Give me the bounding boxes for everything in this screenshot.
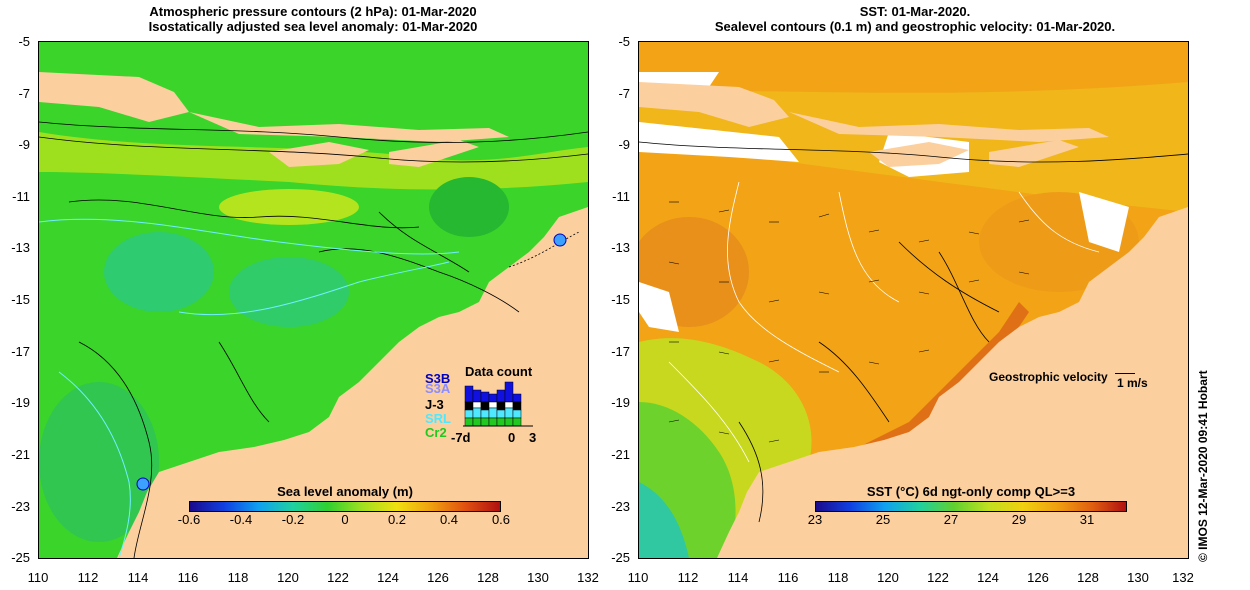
right-y-tick: -25 — [611, 550, 630, 565]
right-x-tick: 124 — [977, 570, 999, 585]
right-y-tick: -13 — [611, 240, 630, 255]
right-colorbar-title: SST (°C) 6d ngt-only comp QL>=3 — [866, 484, 1076, 499]
left-x-tick: 120 — [277, 570, 299, 585]
right-x-tick: 132 — [1172, 570, 1194, 585]
right-y-tick: -15 — [611, 292, 630, 307]
right-y-tick: -11 — [612, 189, 630, 204]
bar-stack — [464, 381, 522, 427]
left-y-tick: -5 — [18, 34, 30, 49]
right-x-tick: 122 — [927, 570, 949, 585]
data-count-label-s3b: S3B — [425, 371, 451, 386]
left-cbar-tick: -0.6 — [177, 512, 201, 527]
left-x-tick: 122 — [327, 570, 349, 585]
velocity-scale-label: 1 m/s — [1117, 376, 1148, 390]
right-colorbar: SST (°C) 6d ngt-only comp QL>=3 23 25 27… — [808, 484, 1127, 528]
right-x-tick: 114 — [727, 570, 749, 585]
left-title-line2: Isostatically adjusted sea level anomaly… — [148, 19, 478, 34]
left-y-tick: -11 — [12, 189, 30, 204]
velocity-arrows — [668, 201, 1030, 443]
left-cbar-tick: 0.2 — [387, 512, 407, 527]
right-y-tick: -17 — [611, 344, 630, 359]
right-x-tick: 116 — [777, 570, 799, 585]
left-cbar-tick: -0.2 — [281, 512, 305, 527]
velocity-legend: Geostrophic velocity — [989, 370, 1136, 384]
left-x-tick: 110 — [27, 570, 49, 585]
left-title-line1: Atmospheric pressure contours (2 hPa): 0… — [149, 4, 477, 19]
left-x-tick: 128 — [477, 570, 499, 585]
right-x-tick: 112 — [677, 570, 699, 585]
data-count-title: Data count — [465, 364, 533, 379]
left-x-tick: 132 — [577, 570, 599, 585]
right-y-tick: -7 — [618, 86, 630, 101]
left-y-tick: -15 — [11, 292, 30, 307]
data-count-label-cr2: Cr2 — [425, 425, 447, 440]
left-y-tick: -25 — [11, 550, 30, 565]
left-x-tick: 130 — [527, 570, 549, 585]
right-title: SST: 01-Mar-2020. Sealevel contours (0.1… — [640, 4, 1190, 34]
sea-level-anomaly-map: Data count S3B S3A J-3 SRL Cr2 -7d 0 3 S… — [38, 41, 589, 559]
velocity-legend-label: Geostrophic velocity — [989, 370, 1108, 384]
data-count-inset: Data count S3B S3A J-3 SRL Cr2 -7d 0 3 — [417, 360, 547, 450]
right-x-tick: 120 — [877, 570, 899, 585]
imos-credit: © IMOS 12-Mar-2020 09:41 Hobart — [1196, 370, 1210, 562]
right-cbar-tick: 25 — [875, 512, 891, 527]
sea-level-map-graphic — [39, 42, 588, 558]
left-y-tick: -23 — [11, 499, 30, 514]
right-x-tick: 110 — [627, 570, 649, 585]
data-count-axis-start: -7d — [451, 430, 471, 445]
right-y-tick: -23 — [611, 499, 630, 514]
left-y-tick: -9 — [18, 137, 30, 152]
right-y-tick: -9 — [618, 137, 630, 152]
right-cbar-tick: 29 — [1011, 512, 1027, 527]
velocity-scale-arrow-icon — [1115, 373, 1136, 375]
data-count-label-j3: J-3 — [425, 397, 444, 412]
right-cbar-tick: 27 — [943, 512, 959, 527]
left-title: Atmospheric pressure contours (2 hPa): 0… — [38, 4, 588, 34]
right-x-tick: 128 — [1077, 570, 1099, 585]
data-count-bars — [463, 381, 533, 427]
left-y-tick: -13 — [11, 240, 30, 255]
left-cbar-tick: 0.4 — [439, 512, 459, 527]
left-y-tick: -19 — [11, 395, 30, 410]
right-x-tick: 130 — [1127, 570, 1149, 585]
sst-map: Geostrophic velocity 1 m/s SST (°C) 6d n… — [638, 41, 1189, 559]
left-x-tick: 112 — [77, 570, 99, 585]
left-x-tick: 126 — [427, 570, 449, 585]
data-count-label-srl: SRL — [425, 411, 451, 426]
right-x-tick: 126 — [1027, 570, 1049, 585]
left-x-tick: 116 — [177, 570, 199, 585]
left-cbar-tick: -0.4 — [229, 512, 253, 527]
right-cbar-tick: 23 — [807, 512, 823, 527]
left-x-tick: 118 — [227, 570, 249, 585]
left-x-tick: 114 — [127, 570, 149, 585]
right-y-tick: -21 — [611, 447, 630, 462]
right-cbar-tick: 31 — [1079, 512, 1095, 527]
left-colorbar: Sea level anomaly (m) -0.6 -0.4 -0.2 0 0… — [178, 484, 510, 528]
left-cbar-tick: 0.6 — [491, 512, 511, 527]
left-colorbar-gradient — [189, 501, 501, 512]
left-cbar-tick: 0 — [341, 512, 349, 527]
data-count-axis-zero: 0 — [508, 430, 516, 445]
left-y-tick: -7 — [18, 86, 30, 101]
left-x-tick: 124 — [377, 570, 399, 585]
data-count-axis-end: 3 — [529, 430, 537, 445]
left-y-tick: -21 — [11, 447, 30, 462]
right-title-line2: Sealevel contours (0.1 m) and geostrophi… — [714, 19, 1116, 34]
right-y-tick: -5 — [618, 34, 630, 49]
sst-map-graphic — [639, 42, 1188, 558]
data-count-label-s3a: S3A — [425, 381, 451, 396]
right-y-tick: -19 — [611, 395, 630, 410]
right-title-line1: SST: 01-Mar-2020. — [859, 4, 971, 19]
right-colorbar-gradient — [815, 501, 1127, 512]
right-x-tick: 118 — [827, 570, 849, 585]
left-y-tick: -17 — [11, 344, 30, 359]
left-colorbar-title: Sea level anomaly (m) — [277, 484, 413, 499]
